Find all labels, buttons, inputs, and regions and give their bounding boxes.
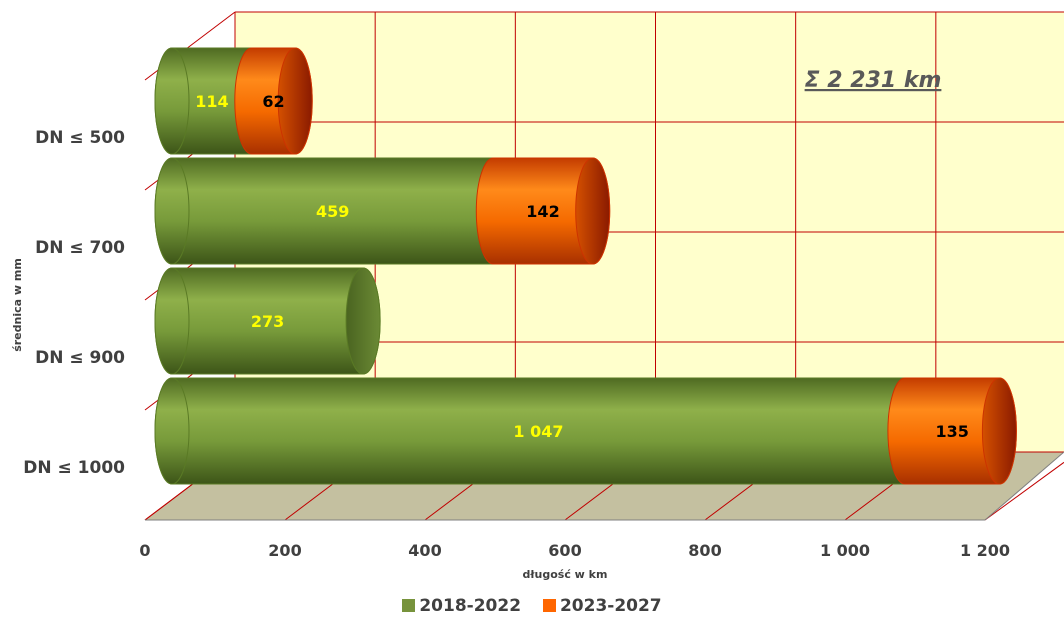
grid-floor-6	[984, 461, 1064, 521]
y-axis-title: średnica w mm	[11, 258, 24, 352]
x-tick-label-2: 400	[408, 541, 441, 560]
data-label-0-series-2: 62	[262, 92, 284, 111]
x-tick-labels: 0 200 400 600 800 1 000 1 200	[139, 541, 1010, 560]
bar-end-cap-0	[277, 47, 313, 155]
x-tick-label-6: 1 200	[960, 541, 1010, 560]
total-annotation: Σ 2 231 km	[805, 68, 942, 93]
bar-start-cap-2	[154, 267, 190, 375]
legend-swatch-green	[402, 599, 416, 612]
legend: 2018-2022 2023-2027	[0, 596, 1064, 616]
legend-label-series-1: 2018-2022	[419, 596, 522, 616]
x-axis-title: długość w km	[523, 568, 608, 581]
data-labels: 114 62 459 142 273 1 047 135	[195, 92, 969, 441]
bar-start-cap-0	[154, 47, 190, 155]
data-label-3-series-2: 135	[935, 422, 968, 441]
data-label-3-series-1: 1 047	[513, 422, 563, 441]
x-tick-label-4: 800	[688, 541, 721, 560]
category-label-1: DN ≤ 700	[35, 238, 125, 258]
data-label-2-series-1: 273	[251, 312, 284, 331]
category-label-2: DN ≤ 900	[35, 348, 125, 368]
data-label-1-series-2: 142	[526, 202, 559, 221]
floor-edge	[984, 451, 1064, 521]
legend-label-series-2: 2023-2027	[559, 596, 662, 616]
x-tick-label-3: 600	[548, 541, 581, 560]
category-label-3: DN ≤ 1000	[23, 458, 125, 478]
legend-item-series-2: 2023-2027	[542, 596, 662, 616]
bar-start-cap-3	[154, 377, 190, 485]
bars	[154, 47, 1017, 485]
bar-end-cap-1	[575, 157, 611, 265]
x-tick-label-1: 200	[268, 541, 301, 560]
data-label-0-series-1: 114	[195, 92, 228, 111]
bar-start-cap-1	[154, 157, 190, 265]
legend-swatch-orange	[542, 599, 556, 612]
bar-end-cap-2	[345, 267, 381, 375]
category-labels: DN ≤ 500 DN ≤ 700 DN ≤ 900 DN ≤ 1000	[23, 128, 125, 478]
category-label-0: DN ≤ 500	[35, 128, 125, 148]
x-tick-label-0: 0	[139, 541, 150, 560]
bar-end-cap-3	[981, 377, 1017, 485]
x-tick-label-5: 1 000	[820, 541, 870, 560]
legend-item-series-1: 2018-2022	[402, 596, 521, 616]
data-label-1-series-1: 459	[316, 202, 349, 221]
